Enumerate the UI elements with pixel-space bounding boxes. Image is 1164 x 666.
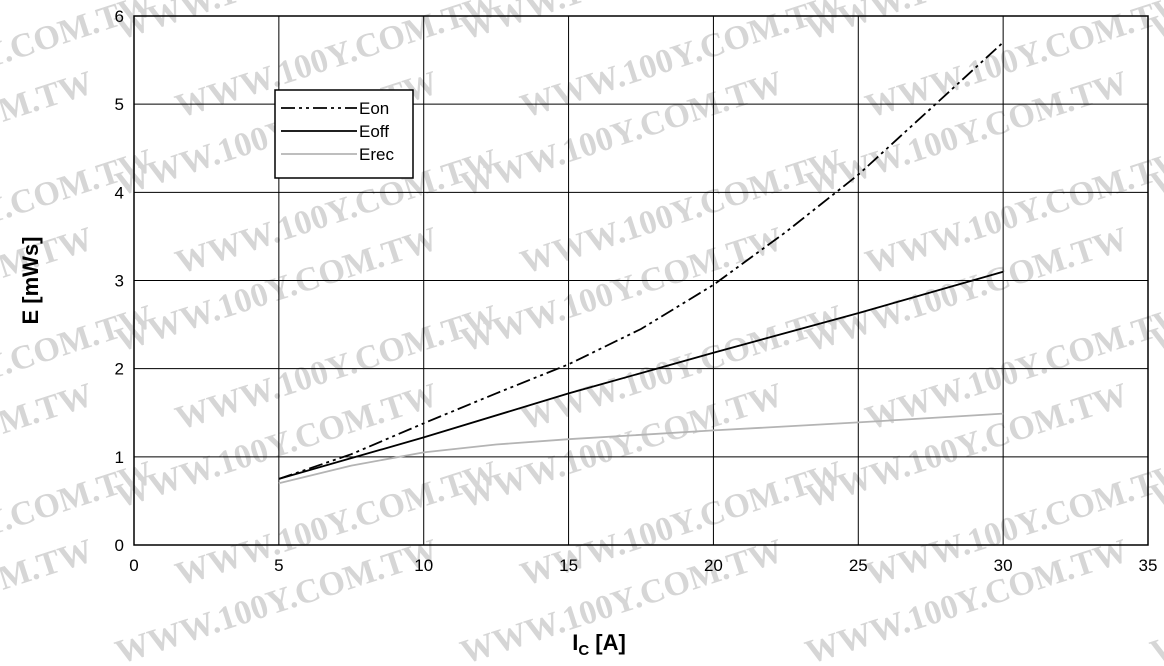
watermark-text: WWW.100Y.COM.TW <box>1146 532 1164 666</box>
legend: Eon Eoff Erec <box>274 89 414 179</box>
y-tick-labels: 0 1 2 3 4 5 6 <box>115 7 124 555</box>
series-line-eoff <box>278 270 1004 480</box>
x-tick-label: 25 <box>849 556 868 575</box>
legend-label: Eon <box>359 99 389 118</box>
y-tick-label: 0 <box>115 536 124 555</box>
series-line-eon <box>278 41 1004 480</box>
legend-label: Erec <box>359 145 394 164</box>
x-tick-labels: 0 5 10 15 20 25 30 35 <box>129 556 1157 575</box>
series-layer <box>278 41 1004 485</box>
y-tick-label: 4 <box>115 183 124 202</box>
plot-frame <box>133 15 1149 546</box>
x-axis-label-sub: C <box>578 642 589 659</box>
watermark-text: WWW.100Y.COM.TW <box>0 532 98 666</box>
x-tick-label: 35 <box>1139 556 1158 575</box>
x-tick-label: 30 <box>994 556 1013 575</box>
series-line-erec <box>278 412 1004 485</box>
x-tick-label: 0 <box>129 556 138 575</box>
y-tick-label: 1 <box>115 448 124 467</box>
x-tick-label: 5 <box>274 556 283 575</box>
y-tick-label: 2 <box>115 360 124 379</box>
x-tick-label: 10 <box>414 556 433 575</box>
x-tick-label: 15 <box>559 556 578 575</box>
y-axis-label: E [mWs] <box>18 237 43 325</box>
legend-label: Eoff <box>359 122 389 141</box>
legend-box <box>274 89 414 179</box>
y-tick-label: 6 <box>115 7 124 26</box>
x-axis-label-main: I <box>572 630 578 655</box>
y-tick-label: 3 <box>115 272 124 291</box>
y-tick-label: 5 <box>115 95 124 114</box>
x-axis-label: IC [A] <box>572 630 626 659</box>
x-axis-label-unit: [A] <box>589 630 626 655</box>
x-tick-label: 20 <box>704 556 723 575</box>
